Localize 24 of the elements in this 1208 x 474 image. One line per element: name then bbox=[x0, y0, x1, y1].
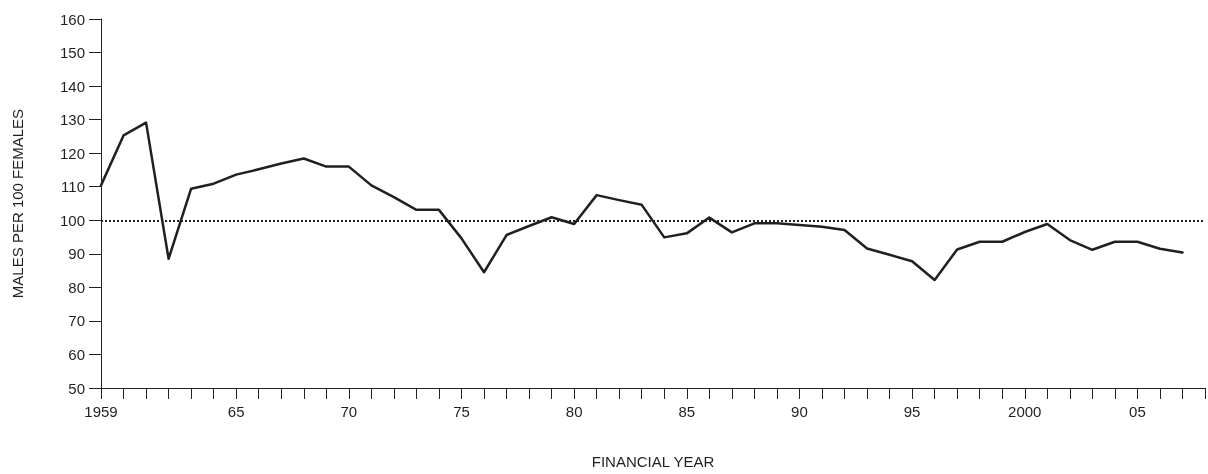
y-tick-label: 100 bbox=[59, 211, 85, 229]
x-tick-label: 90 bbox=[791, 403, 808, 420]
y-tick-label: 130 bbox=[59, 111, 85, 129]
y-tick-label: 90 bbox=[68, 245, 85, 263]
y-tick-label: 80 bbox=[68, 278, 85, 296]
x-tick-label: 70 bbox=[340, 403, 358, 420]
y-tick-label: 70 bbox=[68, 312, 85, 330]
y-tick-label: 50 bbox=[68, 379, 85, 397]
x-tick-label: 80 bbox=[565, 403, 583, 420]
y-tick-label: 160 bbox=[59, 10, 85, 28]
x-tick-label: 85 bbox=[678, 403, 696, 420]
y-tick-label: 110 bbox=[61, 178, 85, 196]
y-tick-label: 60 bbox=[68, 345, 85, 363]
x-axis-title: FINANCIAL YEAR bbox=[591, 453, 715, 470]
x-tick-label: 95 bbox=[903, 403, 921, 420]
y-tick-label: 140 bbox=[59, 77, 85, 95]
x-tick-label: 05 bbox=[1129, 403, 1146, 420]
x-tick-label: 65 bbox=[227, 403, 245, 420]
x-tick-label: 2000 bbox=[1008, 403, 1042, 420]
y-tick-label: 150 bbox=[59, 44, 85, 62]
y-axis-title: MALES PER 100 FEMALES bbox=[9, 108, 26, 299]
y-tick-label: 120 bbox=[59, 144, 85, 162]
x-tick-label: 1959 bbox=[84, 403, 118, 420]
x-tick-label: 75 bbox=[453, 403, 470, 420]
